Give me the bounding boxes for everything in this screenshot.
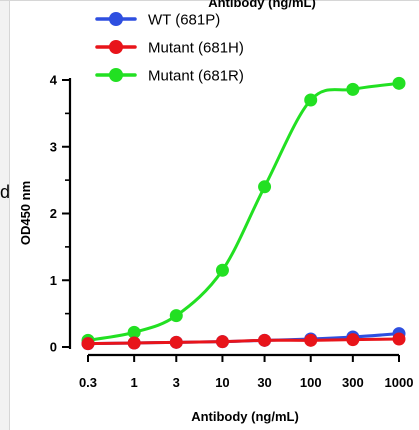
legend-marker [109,12,123,26]
data-point [346,333,360,347]
left-text-fragment: d [0,182,11,202]
x-tick-label: 100 [300,375,322,390]
legend-marker [109,40,123,54]
x-tick-label: 10 [215,375,229,390]
series-2 [81,332,406,351]
y-tick-label: 3 [50,139,57,154]
data-point [127,325,141,339]
data-point [215,335,229,349]
x-tick-label: 3 [173,375,180,390]
series-layer [81,76,406,351]
legend-label: Mutant (681R) [148,68,244,85]
legend-marker [109,68,123,82]
data-point [392,76,406,90]
data-point [258,333,272,347]
legend-item-1: WT (681P) [95,12,220,29]
data-point [169,335,183,349]
data-point [346,82,360,96]
legend: WT (681P) Mutant (681H) Mutant (681R) [95,12,244,85]
data-point [304,333,318,347]
x-tick-label: 300 [342,375,364,390]
top-title: Antibody (ng/mL) [208,0,316,10]
data-point [258,180,272,194]
x-axis-title: Antibody (ng/mL) [191,409,299,424]
y-tick-label: 2 [50,206,57,221]
data-point [127,336,141,350]
x-tick-label: 30 [257,375,271,390]
left-panel-edge [0,0,10,430]
x-tick-label: 0.3 [79,375,97,390]
data-point [169,309,183,323]
x-tick-label: 1 [131,375,138,390]
data-point [215,263,229,277]
y-tick-label: 4 [50,73,58,88]
legend-item-2: Mutant (681H) [95,40,244,57]
y-axis-title: OD450 nm [18,181,33,245]
data-point [304,93,318,107]
legend-label: Mutant (681H) [148,40,244,57]
axes: 0 1 2 3 4 0.3 1 3 10 30 100 300 1000 [50,73,414,391]
legend-item-3: Mutant (681R) [95,68,244,85]
data-point [81,337,95,351]
series-3 [81,76,406,347]
data-point [392,332,406,346]
x-tick-label: 1000 [385,375,414,390]
top-border [0,0,419,1]
y-tick-label: 0 [50,340,57,355]
y-tick-label: 1 [50,273,57,288]
series-line [86,81,401,342]
legend-label: WT (681P) [148,12,220,29]
